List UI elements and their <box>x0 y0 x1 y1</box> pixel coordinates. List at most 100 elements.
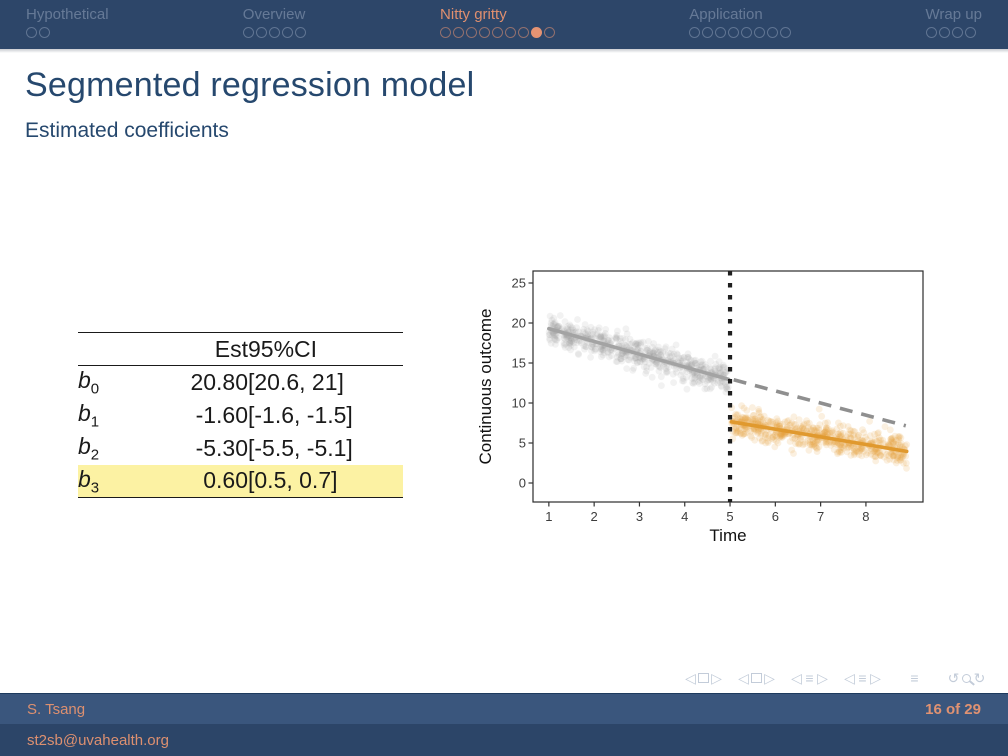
next-frame-icon[interactable]: ▷ <box>764 670 775 686</box>
slide-dot[interactable] <box>544 27 556 38</box>
x-tick-label: 5 <box>726 509 733 524</box>
subsection-indicator-icon[interactable]: ≡ <box>805 670 814 686</box>
header-blank <box>78 333 130 366</box>
next-slide-icon[interactable]: ▷ <box>711 670 722 686</box>
coef-label: b2 <box>78 432 100 464</box>
nav-section-overview[interactable]: Overview <box>242 6 306 49</box>
slide-dot[interactable] <box>479 27 491 38</box>
beamer-navigation-symbols: ◁ ▷ ◁ ▷ ◁ ≡ ▷ ◁ ≡ ▷ ≡ ↺ ↻ <box>684 668 986 688</box>
slide-dot[interactable] <box>505 27 517 38</box>
frames-indicator-icon[interactable] <box>747 669 763 688</box>
slide-dot[interactable] <box>453 27 465 38</box>
x-tick-label: 3 <box>636 509 643 524</box>
slide-dot[interactable] <box>689 27 701 38</box>
trend-line-pre-intervention <box>547 326 731 382</box>
slide-dot[interactable] <box>26 27 37 38</box>
nav-section-label[interactable]: Hypothetical <box>26 6 109 23</box>
next-section-icon[interactable]: ▷ <box>870 670 881 686</box>
y-tick-label: 5 <box>519 436 526 451</box>
author-email: st2sb@uvahealth.org <box>27 731 169 749</box>
slide-dot[interactable] <box>767 27 779 38</box>
slide-dot[interactable] <box>242 27 254 38</box>
x-tick-label: 4 <box>681 509 688 524</box>
coef-estimate: 0.60 <box>203 467 248 494</box>
slide-dot[interactable] <box>780 27 792 38</box>
slide-dot[interactable] <box>281 27 293 38</box>
table-body: b0 20.80 [20.6, 21] b1 -1.60 [-1.6, -1.5] b2 -5… <box>78 366 403 498</box>
page-number: 16 of 29 <box>925 700 981 718</box>
nav-section-label[interactable]: Application <box>689 6 763 23</box>
search-icon[interactable] <box>960 669 973 687</box>
slide-dot[interactable] <box>715 27 727 38</box>
counterfactual-dashed-line <box>733 378 907 428</box>
slide-dot[interactable] <box>255 27 267 38</box>
nav-slide-dots <box>440 27 556 38</box>
magnifier-glyph <box>962 673 971 683</box>
coef-confidence-interval: [-1.6, -1.5] <box>248 401 353 428</box>
go-back-icon[interactable]: ↺ <box>947 670 960 686</box>
coefficient-table: Est 95%CI b0 20.80 [20.6, 21] b1 -1.60 [-1.6,… <box>78 332 403 498</box>
coef-row-b0: b0 20.80 [20.6, 21] <box>78 366 403 399</box>
slide-dot[interactable] <box>951 27 963 38</box>
slide-dot[interactable] <box>440 27 452 38</box>
y-tick-label: 15 <box>512 356 526 371</box>
next-subsection-icon[interactable]: ▷ <box>817 670 828 686</box>
slide-dot[interactable] <box>268 27 280 38</box>
go-forward-icon[interactable]: ↻ <box>973 670 986 686</box>
section-indicator-icon[interactable]: ≡ <box>858 670 867 686</box>
slide-dot[interactable] <box>964 27 976 38</box>
trend-line-post-intervention <box>729 420 909 454</box>
y-tick-label: 0 <box>519 476 526 491</box>
nav-section-hypothetical[interactable]: Hypothetical <box>26 7 109 49</box>
slide-dot[interactable] <box>728 27 740 38</box>
nav-section-application[interactable]: Application <box>689 6 792 49</box>
frame-indicator-icon[interactable] <box>697 669 710 687</box>
x-tick-label: 7 <box>817 509 824 524</box>
x-tick-label: 6 <box>772 509 779 524</box>
current-slide-dot[interactable] <box>531 27 543 38</box>
footer-email-bar: st2sb@uvahealth.org <box>0 724 1008 756</box>
nav-section-label[interactable]: Wrap up <box>925 6 982 23</box>
coef-confidence-interval: [0.5, 0.7] <box>248 467 338 494</box>
nav-section-label[interactable]: Overview <box>242 6 306 23</box>
nav-section-label[interactable]: Nitty gritty <box>440 6 507 23</box>
x-tick-label: 8 <box>862 509 869 524</box>
slide-dot[interactable] <box>754 27 766 38</box>
slide-dot[interactable] <box>741 27 753 38</box>
prev-subsection-icon[interactable]: ◁ <box>791 670 802 686</box>
prev-section-icon[interactable]: ◁ <box>844 670 855 686</box>
slide-dot[interactable] <box>466 27 478 38</box>
slide-dot[interactable] <box>492 27 504 38</box>
nav-slide-dots <box>689 27 792 38</box>
prev-slide-icon[interactable]: ◁ <box>685 670 696 686</box>
slide-dot[interactable] <box>925 27 937 38</box>
coef-confidence-interval: [20.6, 21] <box>248 368 344 395</box>
coef-estimate: 20.80 <box>190 368 248 395</box>
coef-row-b1: b1 -1.60 [-1.6, -1.5] <box>78 399 403 432</box>
coef-confidence-interval: [-5.5, -5.1] <box>248 434 353 461</box>
nav-section-wrap-up[interactable]: Wrap up <box>925 6 982 49</box>
x-tick-label: 2 <box>591 509 598 524</box>
nav-slide-dots <box>26 27 109 38</box>
frame-glyph <box>698 673 709 683</box>
coef-estimate: -5.30 <box>195 434 248 461</box>
slide-dot[interactable] <box>702 27 714 38</box>
header-ci: 95%CI <box>248 335 318 362</box>
coef-estimate: -1.60 <box>195 401 248 428</box>
prev-frame-icon[interactable]: ◁ <box>738 670 749 686</box>
slide-dot[interactable] <box>938 27 950 38</box>
document-outline-icon[interactable]: ≡ <box>910 670 919 686</box>
x-axis-title: Time <box>709 526 746 545</box>
nav-slide-dots <box>925 27 982 38</box>
author-name: S. Tsang <box>27 700 86 718</box>
nav-section-nitty-gritty[interactable]: Nitty gritty <box>440 6 556 49</box>
slide-dot[interactable] <box>294 27 306 38</box>
slide-dot[interactable] <box>39 27 50 38</box>
table-header-row: Est 95%CI <box>78 332 403 366</box>
y-axis-title: Continuous outcome <box>476 309 495 465</box>
coef-label: b3 <box>78 465 100 497</box>
nav-slide-dots <box>242 27 306 38</box>
slide-dot[interactable] <box>518 27 530 38</box>
header-est: Est <box>214 335 248 362</box>
